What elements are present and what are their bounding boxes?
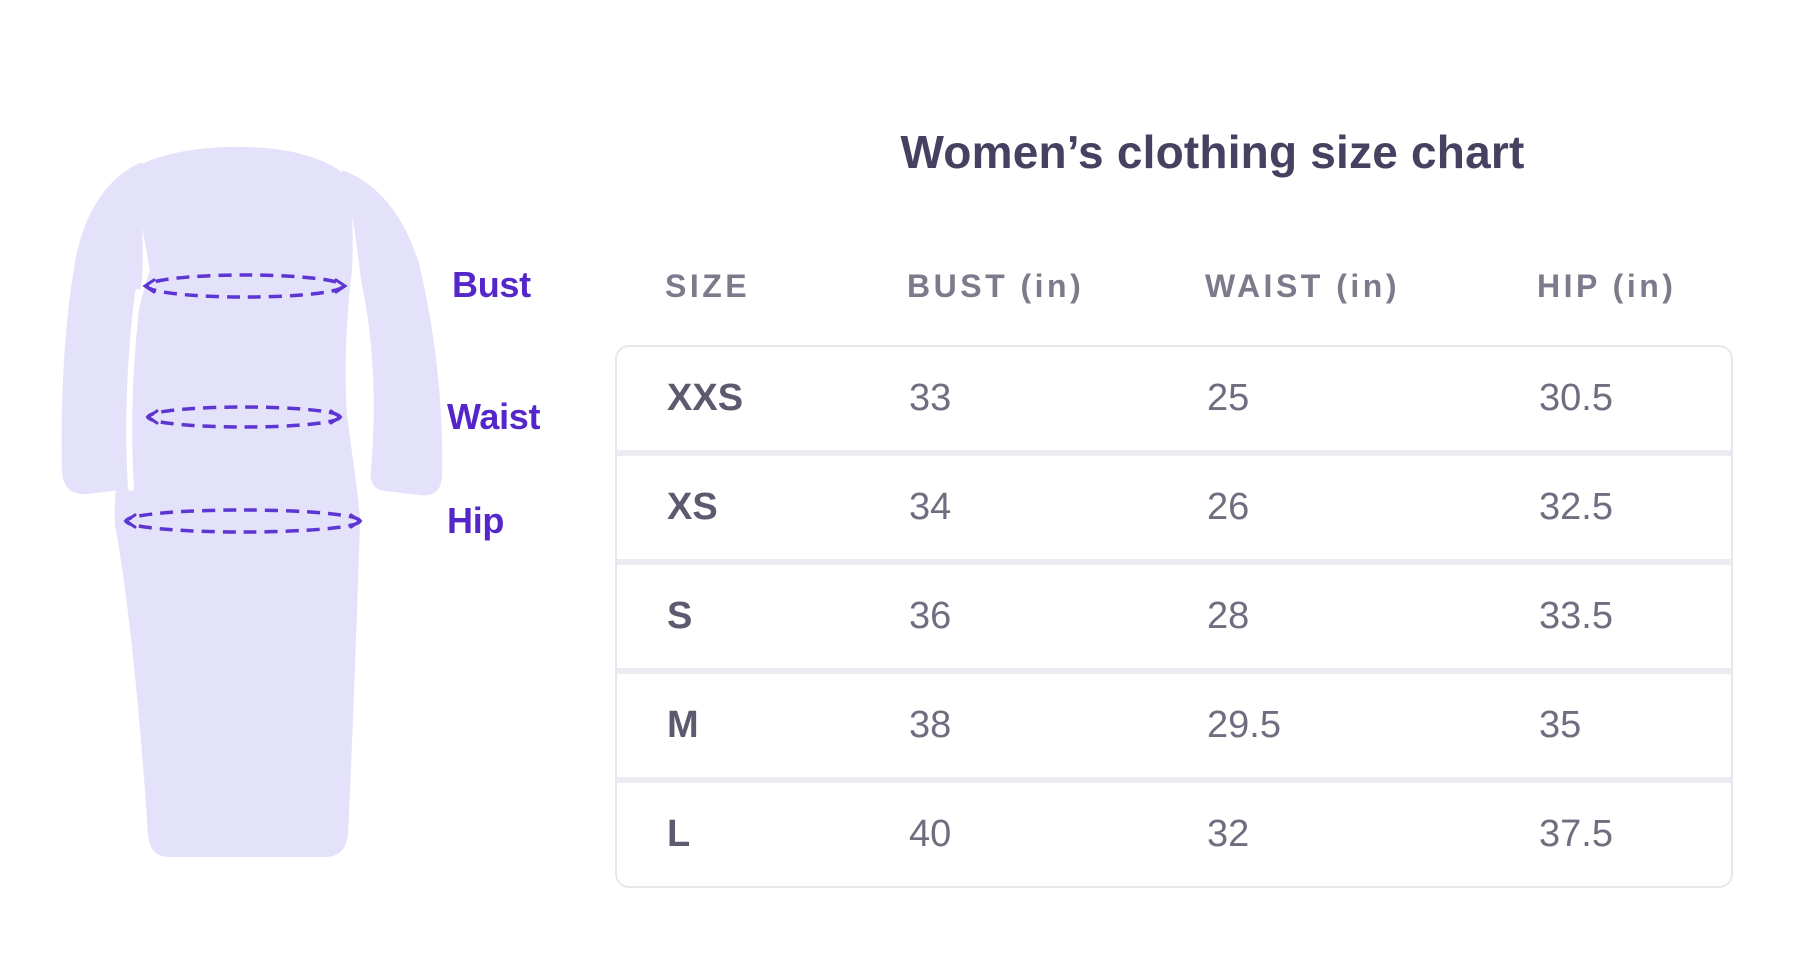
- cell-bust: 38: [909, 704, 952, 746]
- right-sleeve-shape: [342, 170, 443, 496]
- left-sleeve-shape: [61, 162, 143, 495]
- cell-waist: 25: [1207, 377, 1250, 419]
- hip-arrow-right: [349, 513, 363, 529]
- cell-hip: 30.5: [1539, 377, 1613, 419]
- cell-waist: 32: [1207, 813, 1250, 855]
- size-table-row: M 38 29.5 35: [617, 668, 1731, 777]
- cell-bust: 33: [909, 377, 952, 419]
- size-table-row: L 40 32 37.5: [617, 777, 1731, 886]
- right-arm-gap: [351, 285, 367, 489]
- cell-hip: 32.5: [1539, 486, 1613, 528]
- size-table-header: SIZE BUST (in) WAIST (in) HIP (in): [615, 266, 1733, 306]
- waist-arrow-left: [145, 409, 159, 425]
- cell-waist: 29.5: [1207, 704, 1281, 746]
- bust-arrow-left: [142, 278, 156, 294]
- cell-size: S: [667, 595, 693, 637]
- bust-label: Bust: [452, 264, 531, 305]
- size-table: XXS 33 25 30.5 XS 34 26 32.5 S 36 28 33.…: [615, 345, 1733, 888]
- column-header-waist: WAIST (in): [1205, 267, 1400, 304]
- woman-silhouette-illustration: [61, 146, 443, 857]
- column-header-size: SIZE: [665, 267, 751, 304]
- size-table-row: XXS 33 25 30.5: [617, 347, 1731, 450]
- bust-arrow-right: [334, 278, 348, 294]
- cell-bust: 34: [909, 486, 952, 528]
- cell-hip: 33.5: [1539, 595, 1613, 637]
- cell-bust: 36: [909, 595, 952, 637]
- cell-size: XS: [667, 486, 718, 528]
- hip-label: Hip: [447, 500, 505, 541]
- dress-body-shape: [114, 146, 360, 857]
- cell-size: M: [667, 704, 699, 746]
- hip-arrow-left: [123, 513, 137, 529]
- cell-hip: 35: [1539, 704, 1582, 746]
- cell-waist: 28: [1207, 595, 1250, 637]
- waist-arrow-right: [329, 409, 343, 425]
- column-header-bust: BUST (in): [907, 267, 1085, 304]
- cell-size: XXS: [667, 377, 744, 419]
- size-table-body: XXS 33 25 30.5 XS 34 26 32.5 S 36 28 33.…: [617, 347, 1731, 886]
- cell-size: L: [667, 813, 691, 855]
- cell-waist: 26: [1207, 486, 1250, 528]
- waist-label: Waist: [447, 396, 541, 437]
- size-table-row: S 36 28 33.5: [617, 559, 1731, 668]
- column-header-hip: HIP (in): [1537, 267, 1677, 304]
- cell-hip: 37.5: [1539, 813, 1613, 855]
- size-table-row: XS 34 26 32.5: [617, 450, 1731, 559]
- left-arm-gap: [126, 289, 141, 491]
- page-title: Women’s clothing size chart: [900, 126, 1525, 178]
- cell-bust: 40: [909, 813, 952, 855]
